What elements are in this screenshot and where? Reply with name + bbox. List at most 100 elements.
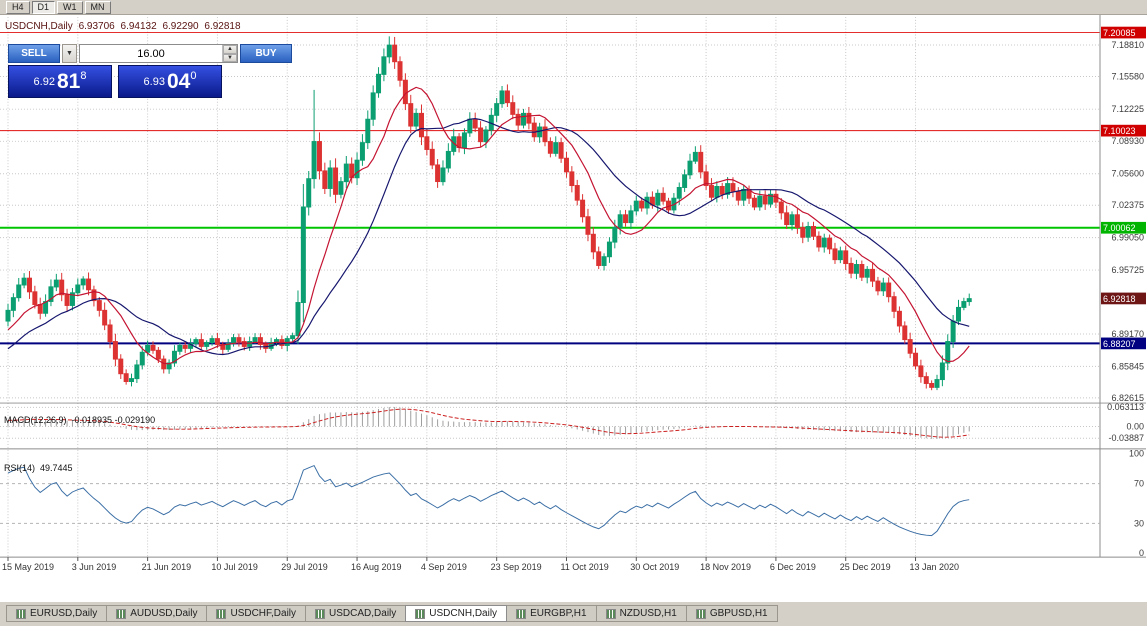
timeframe-button-d1[interactable]: D1	[31, 0, 56, 14]
bid-price-big: 81	[56, 70, 81, 93]
ask-price-big: 04	[166, 70, 191, 93]
spinner-up-icon: ▲	[227, 46, 233, 53]
svg-text:7.18810: 7.18810	[1112, 40, 1145, 50]
svg-text:7.12225: 7.12225	[1112, 104, 1145, 114]
chevron-down-icon: ▼	[66, 50, 73, 57]
svg-text:7.08930: 7.08930	[1112, 136, 1145, 146]
chart-symbol-period: USDCNH,Daily	[5, 21, 73, 32]
svg-text:7.05600: 7.05600	[1112, 169, 1145, 179]
chart-icon	[16, 608, 26, 619]
timeframe-toolbar: H4 D1 W1 MN	[0, 0, 1147, 15]
spinner-down-icon: ▼	[227, 54, 233, 61]
svg-text:16 Aug 2019: 16 Aug 2019	[351, 562, 402, 572]
chart-tab-label: USDCHF,Daily	[230, 608, 297, 619]
svg-text:10 Jul 2019: 10 Jul 2019	[211, 562, 258, 572]
ask-price-head: 6.93	[143, 75, 165, 88]
bid-price-sup: 8	[80, 70, 87, 82]
svg-text:7.15580: 7.15580	[1112, 72, 1145, 82]
svg-text:23 Sep 2019: 23 Sep 2019	[491, 562, 542, 572]
ohlc-low: 6.92290	[162, 21, 199, 32]
svg-text:100: 100	[1129, 449, 1144, 459]
chart-tab-label: USDCAD,Daily	[329, 608, 397, 619]
macd-values: -0.018935 -0.029190	[71, 415, 156, 425]
svg-text:7.20085: 7.20085	[1103, 28, 1136, 38]
svg-text:21 Jun 2019: 21 Jun 2019	[142, 562, 192, 572]
bid-price-head: 6.92	[33, 75, 55, 88]
sell-price-display[interactable]: 6.92 81 8	[8, 65, 112, 98]
chart-icon	[116, 608, 127, 619]
volume-stepper: ▲ ▼	[222, 45, 237, 62]
volume-increase-button[interactable]: ▲	[223, 45, 237, 54]
svg-text:6 Dec 2019: 6 Dec 2019	[770, 562, 816, 572]
chart-tab-audusd-daily[interactable]: AUDUSD,Daily	[106, 605, 208, 622]
chart-ohlc-line: USDCNH,Daily 6.93706 6.94132 6.92290 6.9…	[5, 21, 244, 32]
sell-button[interactable]: SELL	[8, 44, 60, 63]
svg-text:-0.03887: -0.03887	[1109, 433, 1145, 443]
chart-tab-usdcad-daily[interactable]: USDCAD,Daily	[305, 605, 407, 622]
chart-canvas[interactable]: 7.18810 7.15580 7.12225 7.08930 7.05600 7.023…	[0, 15, 1147, 601]
chart-icon	[605, 608, 616, 619]
timeframe-button-h4[interactable]: H4	[6, 0, 30, 14]
chart-icon	[415, 608, 426, 619]
buy-price-display[interactable]: 6.93 04 0	[118, 65, 222, 98]
svg-text:0.063113: 0.063113	[1107, 402, 1144, 412]
timeframe-button-w1[interactable]: W1	[57, 0, 83, 14]
svg-text:30 Oct 2019: 30 Oct 2019	[630, 562, 679, 572]
ohlc-open: 6.93706	[78, 21, 115, 32]
svg-text:6.89170: 6.89170	[1112, 329, 1145, 339]
chart-tab-usdchf-daily[interactable]: USDCHF,Daily	[206, 605, 307, 622]
chart-tab-eurgbp-h1[interactable]: EURGBP,H1	[506, 605, 597, 622]
chart-window: 7.18810 7.15580 7.12225 7.08930 7.05600 7.023…	[0, 15, 1147, 601]
svg-text:7.00062: 7.00062	[1103, 223, 1136, 233]
svg-text:18 Nov 2019: 18 Nov 2019	[700, 562, 751, 572]
svg-text:30: 30	[1134, 518, 1144, 528]
rsi-value: 49.7445	[40, 463, 73, 473]
svg-text:13 Jan 2020: 13 Jan 2020	[910, 562, 960, 572]
volume-input[interactable]	[80, 45, 222, 62]
svg-text:11 Oct 2019: 11 Oct 2019	[560, 562, 608, 572]
chart-tab-label: GBPUSD,H1	[709, 608, 768, 619]
svg-text:29 Jul 2019: 29 Jul 2019	[281, 562, 328, 572]
macd-indicator-label: MACD(12,26,9) -0.018935 -0.029190	[4, 415, 160, 425]
chart-tab-label: EURUSD,Daily	[30, 608, 98, 619]
svg-text:0: 0	[1139, 548, 1144, 558]
chart-icon	[516, 608, 527, 619]
chart-tab-gbpusd-h1[interactable]: GBPUSD,H1	[685, 605, 778, 622]
macd-name: MACD(12,26,9)	[4, 415, 67, 425]
rsi-indicator-label: RSI(14) 49.7445	[4, 463, 78, 473]
svg-text:6.92818: 6.92818	[1103, 294, 1136, 304]
svg-text:7.02375: 7.02375	[1112, 200, 1145, 210]
chart-tab-bar: EURUSD,Daily AUDUSD,Daily USDCHF,Daily USDC…	[0, 601, 1147, 626]
buy-button[interactable]: BUY	[240, 44, 292, 63]
svg-text:6.99050: 6.99050	[1112, 233, 1145, 243]
volume-decrease-button[interactable]: ▼	[223, 53, 237, 62]
chart-tab-label: USDCNH,Daily	[429, 608, 498, 619]
ask-price-sup: 0	[190, 70, 197, 82]
svg-text:0.00: 0.00	[1127, 421, 1145, 431]
ohlc-close: 6.92818	[204, 21, 241, 32]
ohlc-high: 6.94132	[120, 21, 157, 32]
order-options-dropdown[interactable]: ▼	[62, 44, 77, 63]
chart-tab-usdcnh-daily[interactable]: USDCNH,Daily	[405, 605, 508, 622]
svg-text:6.85845: 6.85845	[1112, 361, 1145, 371]
chart-icon	[216, 608, 227, 619]
volume-box: ▲ ▼	[79, 44, 238, 63]
chart-tab-label: EURGBP,H1	[530, 608, 587, 619]
svg-text:6.88207: 6.88207	[1103, 339, 1136, 349]
timeframe-button-mn[interactable]: MN	[84, 0, 111, 14]
svg-text:15 May 2019: 15 May 2019	[2, 562, 54, 572]
chart-icon	[315, 608, 326, 619]
svg-text:25 Dec 2019: 25 Dec 2019	[840, 562, 891, 572]
rsi-name: RSI(14)	[4, 463, 36, 473]
chart-tab-nzdusd-h1[interactable]: NZDUSD,H1	[595, 605, 687, 622]
chart-tab-label: NZDUSD,H1	[619, 608, 677, 619]
chart-icon	[695, 608, 706, 619]
chart-tab-label: AUDUSD,Daily	[130, 608, 198, 619]
svg-text:4 Sep 2019: 4 Sep 2019	[421, 562, 467, 572]
svg-text:3 Jun 2019: 3 Jun 2019	[72, 562, 117, 572]
chart-tab-eurusd-daily[interactable]: EURUSD,Daily	[6, 605, 108, 622]
svg-text:70: 70	[1134, 479, 1144, 489]
svg-text:6.95725: 6.95725	[1112, 265, 1145, 275]
